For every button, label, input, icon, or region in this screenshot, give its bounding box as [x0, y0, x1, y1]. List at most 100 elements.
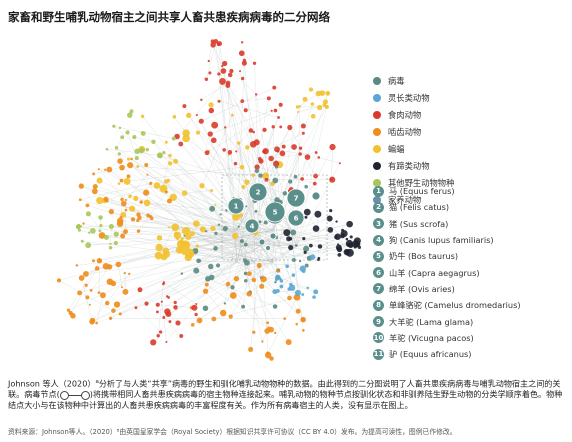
- network-node: [230, 285, 235, 290]
- edge: [236, 229, 288, 267]
- network-node: [75, 224, 81, 230]
- key-item: 6 山羊 (Capra aegagrus): [373, 264, 568, 280]
- network-node: [225, 281, 231, 287]
- legend-item: 其他野生动物物种: [373, 174, 568, 191]
- network-node: [196, 130, 201, 135]
- network-node: [239, 239, 244, 244]
- network-node: [243, 279, 248, 283]
- network-node: [304, 154, 311, 160]
- network-node: [309, 243, 313, 248]
- network-node: [293, 174, 298, 179]
- network-node: [200, 98, 203, 102]
- network-node: [299, 265, 306, 272]
- edge: [70, 268, 98, 314]
- network-node: [279, 150, 286, 157]
- edge: [276, 166, 280, 203]
- network-node: [148, 215, 151, 218]
- network-node: [315, 90, 322, 97]
- network-node: [134, 148, 140, 154]
- network-node: [210, 225, 216, 232]
- network-node: [205, 230, 208, 233]
- network-node: [98, 229, 102, 233]
- network-node: [252, 330, 256, 334]
- network-node: [108, 316, 113, 320]
- network-node: [145, 148, 149, 152]
- edge: [212, 216, 237, 229]
- edge: [227, 284, 272, 330]
- network-node: [180, 272, 184, 275]
- edge: [116, 147, 274, 263]
- edge: [276, 279, 316, 292]
- network-node: [207, 59, 210, 63]
- edge: [242, 98, 269, 102]
- network-node: [279, 284, 284, 289]
- network-node: [337, 252, 342, 257]
- network-node: [140, 114, 145, 119]
- network-node: [213, 39, 219, 44]
- key-label: 大羊驼 (Lama glama): [389, 316, 474, 327]
- edge: [281, 256, 313, 287]
- network-node: [308, 87, 314, 92]
- edge: [236, 98, 270, 263]
- edge: [89, 232, 256, 263]
- network-node: [137, 287, 143, 293]
- edge: [207, 278, 276, 307]
- edge: [272, 221, 337, 263]
- edge: [272, 261, 293, 288]
- network-node: [243, 242, 248, 247]
- edge: [236, 99, 306, 231]
- network-node: [301, 131, 305, 135]
- network-node: [312, 181, 317, 186]
- network-node: [251, 277, 257, 283]
- network-node: [181, 226, 191, 236]
- network-node: [143, 189, 150, 196]
- network-node: [302, 237, 306, 241]
- network-node: [273, 108, 278, 113]
- network-node: [285, 264, 289, 269]
- network-node: [117, 158, 123, 164]
- network-node: [137, 215, 142, 220]
- network-node: [195, 113, 198, 117]
- domestic-hubs: 1234567: [221, 174, 328, 261]
- network-node: [225, 209, 228, 212]
- network-node: [173, 300, 177, 305]
- network-node: [167, 161, 173, 166]
- network-node: [252, 61, 257, 65]
- edge: [105, 199, 152, 219]
- network-node: [264, 328, 271, 334]
- network-node: [173, 158, 179, 164]
- network-node: [244, 179, 250, 185]
- edge: [263, 279, 303, 320]
- legend-swatch: [373, 195, 381, 204]
- edge: [281, 274, 294, 282]
- edge: [127, 132, 137, 159]
- edge: [236, 229, 277, 280]
- network-node: [103, 234, 109, 240]
- network-node: [91, 188, 98, 195]
- edge: [110, 226, 112, 244]
- edge: [260, 245, 279, 272]
- domestic-hub-node: [311, 191, 321, 201]
- network-node: [313, 173, 319, 179]
- network-node: [116, 220, 124, 227]
- network-node: [167, 296, 170, 299]
- network-node: [211, 316, 217, 322]
- network-node: [262, 149, 267, 154]
- network-node: [298, 259, 302, 263]
- network-node: [262, 127, 267, 133]
- network-node: [237, 225, 240, 228]
- edge: [242, 229, 256, 307]
- network-node: [298, 152, 302, 156]
- network-node: [98, 215, 103, 220]
- network-node: [205, 276, 211, 282]
- edge: [290, 229, 351, 246]
- edge: [272, 101, 326, 263]
- network-node: [158, 330, 163, 334]
- network-node: [162, 150, 166, 155]
- network-node: [335, 220, 338, 223]
- network-node: [222, 148, 226, 152]
- network-node: [301, 293, 305, 296]
- network-node: [199, 226, 207, 233]
- edge: [254, 229, 278, 278]
- legend-item: 病毒: [373, 73, 568, 90]
